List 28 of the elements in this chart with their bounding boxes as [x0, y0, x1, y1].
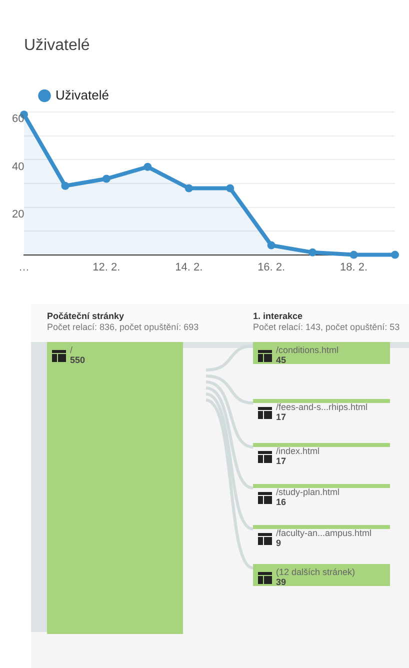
legend-label: Uživatelé [56, 87, 109, 102]
text: Počet relací: 143, počet opuštění: 53 [253, 322, 400, 332]
x-tick-label: 14. 2. [175, 261, 203, 274]
category-label: / [70, 345, 73, 355]
y-tick-label: 60 [12, 113, 24, 126]
category-label: /conditions.html [276, 345, 339, 355]
text: 1. interakce [253, 311, 303, 321]
data-label: 17 [276, 456, 286, 466]
data-label: 550 [70, 355, 86, 365]
category-label: /fees-and-s...rhips.html [276, 402, 368, 412]
text: Počáteční stránky [47, 311, 124, 321]
data-label: 45 [276, 355, 286, 365]
category-label: (12 dalších stránek) [276, 567, 356, 577]
category-label: /index.html [276, 446, 320, 456]
text: Počet relací: 836, počet opuštění: 693 [47, 322, 199, 332]
data-label: 9 [276, 538, 282, 548]
data-label: 17 [276, 412, 286, 422]
x-tick-label: 16. 2. [258, 261, 286, 274]
y-tick-label: 20 [12, 208, 24, 220]
category-label: /study-plan.html [276, 487, 340, 497]
y-tick-label: 40 [12, 160, 24, 173]
category-label: /faculty-an...ampus.html [276, 528, 372, 538]
x-tick-label: 18. 2. [340, 261, 368, 274]
data-label: 16 [276, 497, 286, 507]
data-label: 39 [276, 577, 286, 587]
x-tick-label: … [18, 261, 30, 274]
x-tick-label: 12. 2. [92, 261, 120, 274]
chart-title: Uživatelé [24, 37, 90, 54]
